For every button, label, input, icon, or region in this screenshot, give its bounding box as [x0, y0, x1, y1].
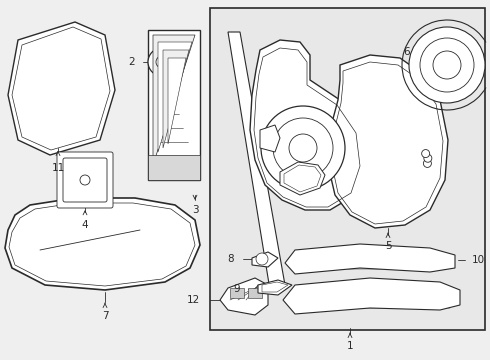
Text: 9: 9 — [233, 284, 240, 294]
Bar — [248, 288, 262, 298]
Polygon shape — [168, 58, 186, 144]
Polygon shape — [8, 22, 115, 155]
Polygon shape — [228, 32, 285, 290]
Circle shape — [80, 175, 90, 185]
Polygon shape — [280, 162, 325, 195]
Polygon shape — [220, 278, 268, 315]
Circle shape — [289, 134, 317, 162]
Polygon shape — [258, 280, 292, 295]
Text: 4: 4 — [82, 220, 88, 230]
Polygon shape — [260, 125, 280, 152]
Circle shape — [423, 159, 431, 167]
Text: 3: 3 — [192, 205, 198, 215]
Text: 7: 7 — [102, 311, 108, 321]
Text: 1: 1 — [347, 341, 353, 351]
Polygon shape — [328, 55, 448, 228]
Text: 5: 5 — [385, 241, 392, 251]
Text: 11: 11 — [51, 163, 65, 173]
Polygon shape — [252, 252, 278, 267]
Text: 8: 8 — [227, 254, 234, 264]
Polygon shape — [148, 155, 200, 180]
Circle shape — [422, 149, 430, 158]
FancyBboxPatch shape — [75, 170, 95, 190]
Circle shape — [261, 106, 345, 190]
FancyBboxPatch shape — [156, 73, 168, 91]
Circle shape — [273, 118, 333, 178]
FancyBboxPatch shape — [63, 158, 107, 202]
Circle shape — [256, 253, 268, 265]
Circle shape — [148, 48, 176, 76]
Text: 2: 2 — [128, 57, 135, 67]
Text: 10: 10 — [472, 255, 485, 265]
Polygon shape — [283, 278, 460, 314]
Circle shape — [156, 56, 168, 68]
Polygon shape — [153, 35, 195, 165]
Polygon shape — [163, 50, 189, 148]
FancyBboxPatch shape — [57, 152, 113, 208]
Circle shape — [424, 154, 432, 162]
FancyBboxPatch shape — [69, 164, 101, 196]
Bar — [210, 8, 485, 330]
Polygon shape — [285, 244, 455, 274]
Bar — [230, 288, 244, 298]
Circle shape — [420, 38, 474, 92]
Polygon shape — [158, 42, 192, 152]
Text: 12: 12 — [187, 295, 200, 305]
Polygon shape — [250, 40, 365, 210]
Circle shape — [433, 51, 461, 79]
Text: 6: 6 — [403, 47, 410, 57]
Circle shape — [409, 27, 485, 103]
Polygon shape — [5, 198, 200, 290]
Polygon shape — [148, 30, 200, 180]
